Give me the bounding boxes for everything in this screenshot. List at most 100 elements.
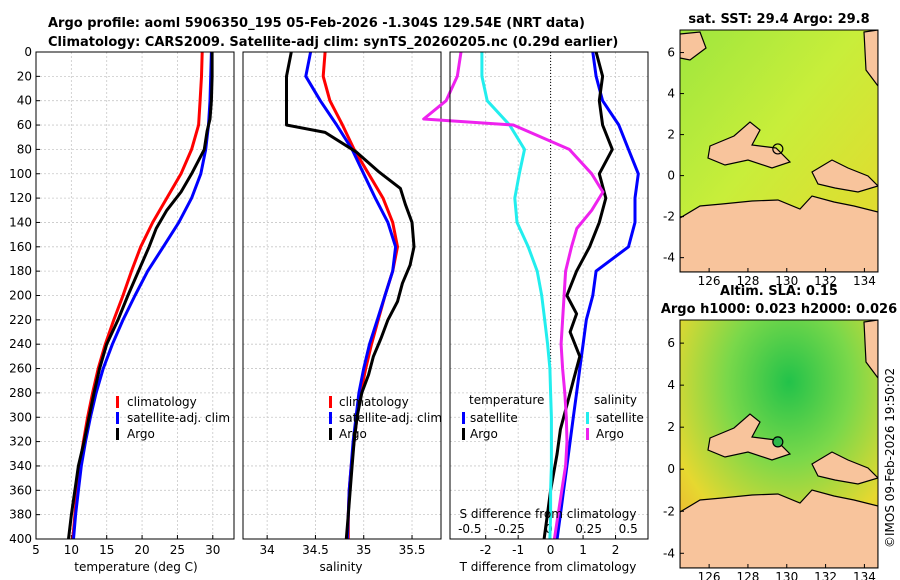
map-x-tick-label: 126 xyxy=(698,274,721,288)
sla-map: Altim. SLA: 0.15 Argo h1000: 0.023 h2000… xyxy=(661,284,897,580)
title-line-2: Climatology: CARS2009. Satellite-adj cli… xyxy=(48,35,618,50)
legend-argo: Argo xyxy=(127,427,155,441)
legend-climatology: climatology xyxy=(127,395,197,409)
s-difference-axis: -0.5 -0.25 0 0.25 0.5 xyxy=(458,522,638,536)
y-tick-label: 380 xyxy=(9,508,32,522)
map-y-tick-label: 0 xyxy=(667,462,675,476)
x-tick-label: 5 xyxy=(32,543,40,557)
x-tick-label: 30 xyxy=(205,543,220,557)
legend-swatch-s-satellite xyxy=(586,412,589,424)
map-y-tick-label: -2 xyxy=(663,210,675,224)
map-x-tick-label: 130 xyxy=(775,274,798,288)
legend-swatch-argo xyxy=(116,428,119,440)
legend-s-argo: Argo xyxy=(596,427,624,441)
series-argo xyxy=(67,52,214,540)
salinity-xlabel: salinity xyxy=(319,560,362,574)
temperature-legend: climatology satellite-adj. clim Argo xyxy=(116,395,230,441)
legend-climatology: climatology xyxy=(339,395,409,409)
y-tick-label: 300 xyxy=(9,410,32,424)
y-tick-label: 100 xyxy=(9,167,32,181)
map-y-tick-label: -4 xyxy=(663,251,675,265)
sla-map-title-1: Altim. SLA: 0.15 xyxy=(720,284,838,299)
legend-satellite: satellite-adj. clim xyxy=(127,411,230,425)
x-tick-label: -1 xyxy=(512,543,524,557)
x-tick-label: 25 xyxy=(170,543,185,557)
map-y-tick-label: 4 xyxy=(667,378,675,392)
title-line-1: Argo profile: aoml 5906350_195 05-Feb-20… xyxy=(48,16,585,31)
salinity-axis: 34 34.5 35 35.5 xyxy=(260,535,425,557)
x-tick-label: 34 xyxy=(260,543,275,557)
y-tick-label: 60 xyxy=(17,118,32,132)
argo-location-marker xyxy=(772,143,784,155)
land-northeast xyxy=(863,320,878,379)
map-y-tick-label: 2 xyxy=(667,420,675,434)
t-difference-xlabel: T difference from climatology xyxy=(459,560,637,574)
land-mask xyxy=(680,320,878,568)
legend-salinity-title: salinity xyxy=(594,393,637,407)
temperature-frame xyxy=(35,51,235,540)
map-x-tick-label: 128 xyxy=(736,570,759,580)
temperature-lines xyxy=(67,51,214,540)
x-tick-label: 1 xyxy=(579,543,587,557)
y-tick-label: 400 xyxy=(9,532,32,546)
y-tick-label: 160 xyxy=(9,240,32,254)
series-argo xyxy=(285,51,416,540)
series-t-satellite xyxy=(555,51,640,540)
y-tick-label: 180 xyxy=(9,264,32,278)
y-tick-label: 240 xyxy=(9,337,32,351)
land-island-west xyxy=(707,413,792,461)
sla-map-axes: 126 128 130 132 134 -4 -2 0 2 4 6 xyxy=(663,336,876,580)
x-tick-label: 34.5 xyxy=(302,543,329,557)
y-tick-label: 80 xyxy=(17,142,32,156)
map-x-tick-label: 132 xyxy=(814,570,837,580)
difference-lines xyxy=(422,51,640,540)
depth-axis: 0 20 40 60 80 100 120 140 160 180 200 220 240 260 280 3… xyxy=(9,45,40,546)
y-tick-label: 200 xyxy=(9,289,32,303)
legend-argo: Argo xyxy=(339,427,367,441)
map-x-tick-label: 132 xyxy=(814,274,837,288)
legend-t-satellite: satellite xyxy=(470,411,518,425)
difference-panel: -2 -1 0 1 2 -0.5 -0.25 0 0.25 0.5 T difference f… xyxy=(422,51,649,574)
map-x-tick-label: 134 xyxy=(853,570,876,580)
land-northeast xyxy=(863,30,878,87)
salinity-legend: climatology satellite-adj. clim Argo xyxy=(329,395,442,441)
map-y-tick-label: 2 xyxy=(667,128,675,142)
sst-map-axes: 126 128 130 132 134 -4 -2 0 2 4 6 xyxy=(663,46,876,288)
map-x-tick-label: 126 xyxy=(698,570,721,580)
map-y-tick-label: 4 xyxy=(667,87,675,101)
sla-map-title-2: Argo h1000: 0.023 h2000: 0.026 xyxy=(661,302,897,317)
map-y-tick-label: 6 xyxy=(667,336,675,350)
legend-t-argo: Argo xyxy=(470,427,498,441)
sst-map-title: sat. SST: 29.4 Argo: 29.8 xyxy=(688,12,869,27)
y-tick-label: 40 xyxy=(17,94,32,108)
map-x-tick-label: 130 xyxy=(775,570,798,580)
timestamp: ©IMOS 09-Feb-2026 19:50:02 xyxy=(883,368,897,548)
series-s-satellite xyxy=(480,52,553,540)
y-tick-label: 360 xyxy=(9,483,32,497)
series-t-argo xyxy=(542,51,614,540)
temperature-xlabel: temperature (deg C) xyxy=(74,560,197,574)
legend-satellite: satellite-adj. clim xyxy=(339,411,442,425)
sst-map: sat. SST: 29.4 Argo: 29.8 126 128 130 132 13… xyxy=(663,12,879,288)
x-tick-label: 20 xyxy=(134,543,149,557)
difference-frame xyxy=(449,51,649,540)
land-island-west xyxy=(707,121,792,169)
land-mask xyxy=(680,30,878,272)
y-tick-label: 280 xyxy=(9,386,32,400)
y-tick-label: 0 xyxy=(24,45,32,59)
y-tick-label: 220 xyxy=(9,313,32,327)
map-x-tick-label: 128 xyxy=(736,274,759,288)
legend-swatch-argo xyxy=(329,428,332,440)
legend-swatch-t-satellite xyxy=(462,412,465,424)
s-tick-label: 0.5 xyxy=(619,522,638,536)
series-s-argo xyxy=(422,51,605,540)
x-tick-label: 2 xyxy=(612,543,620,557)
map-y-tick-label: -2 xyxy=(663,504,675,518)
legend-temperature-title: temperature xyxy=(469,393,544,407)
x-tick-label: 0 xyxy=(547,543,555,557)
temperature-panel: 0 20 40 60 80 100 120 140 160 180 200 220 240 260 280 3… xyxy=(9,45,235,574)
land-south xyxy=(680,489,878,568)
y-tick-label: 340 xyxy=(9,459,32,473)
x-tick-label: 10 xyxy=(64,543,79,557)
